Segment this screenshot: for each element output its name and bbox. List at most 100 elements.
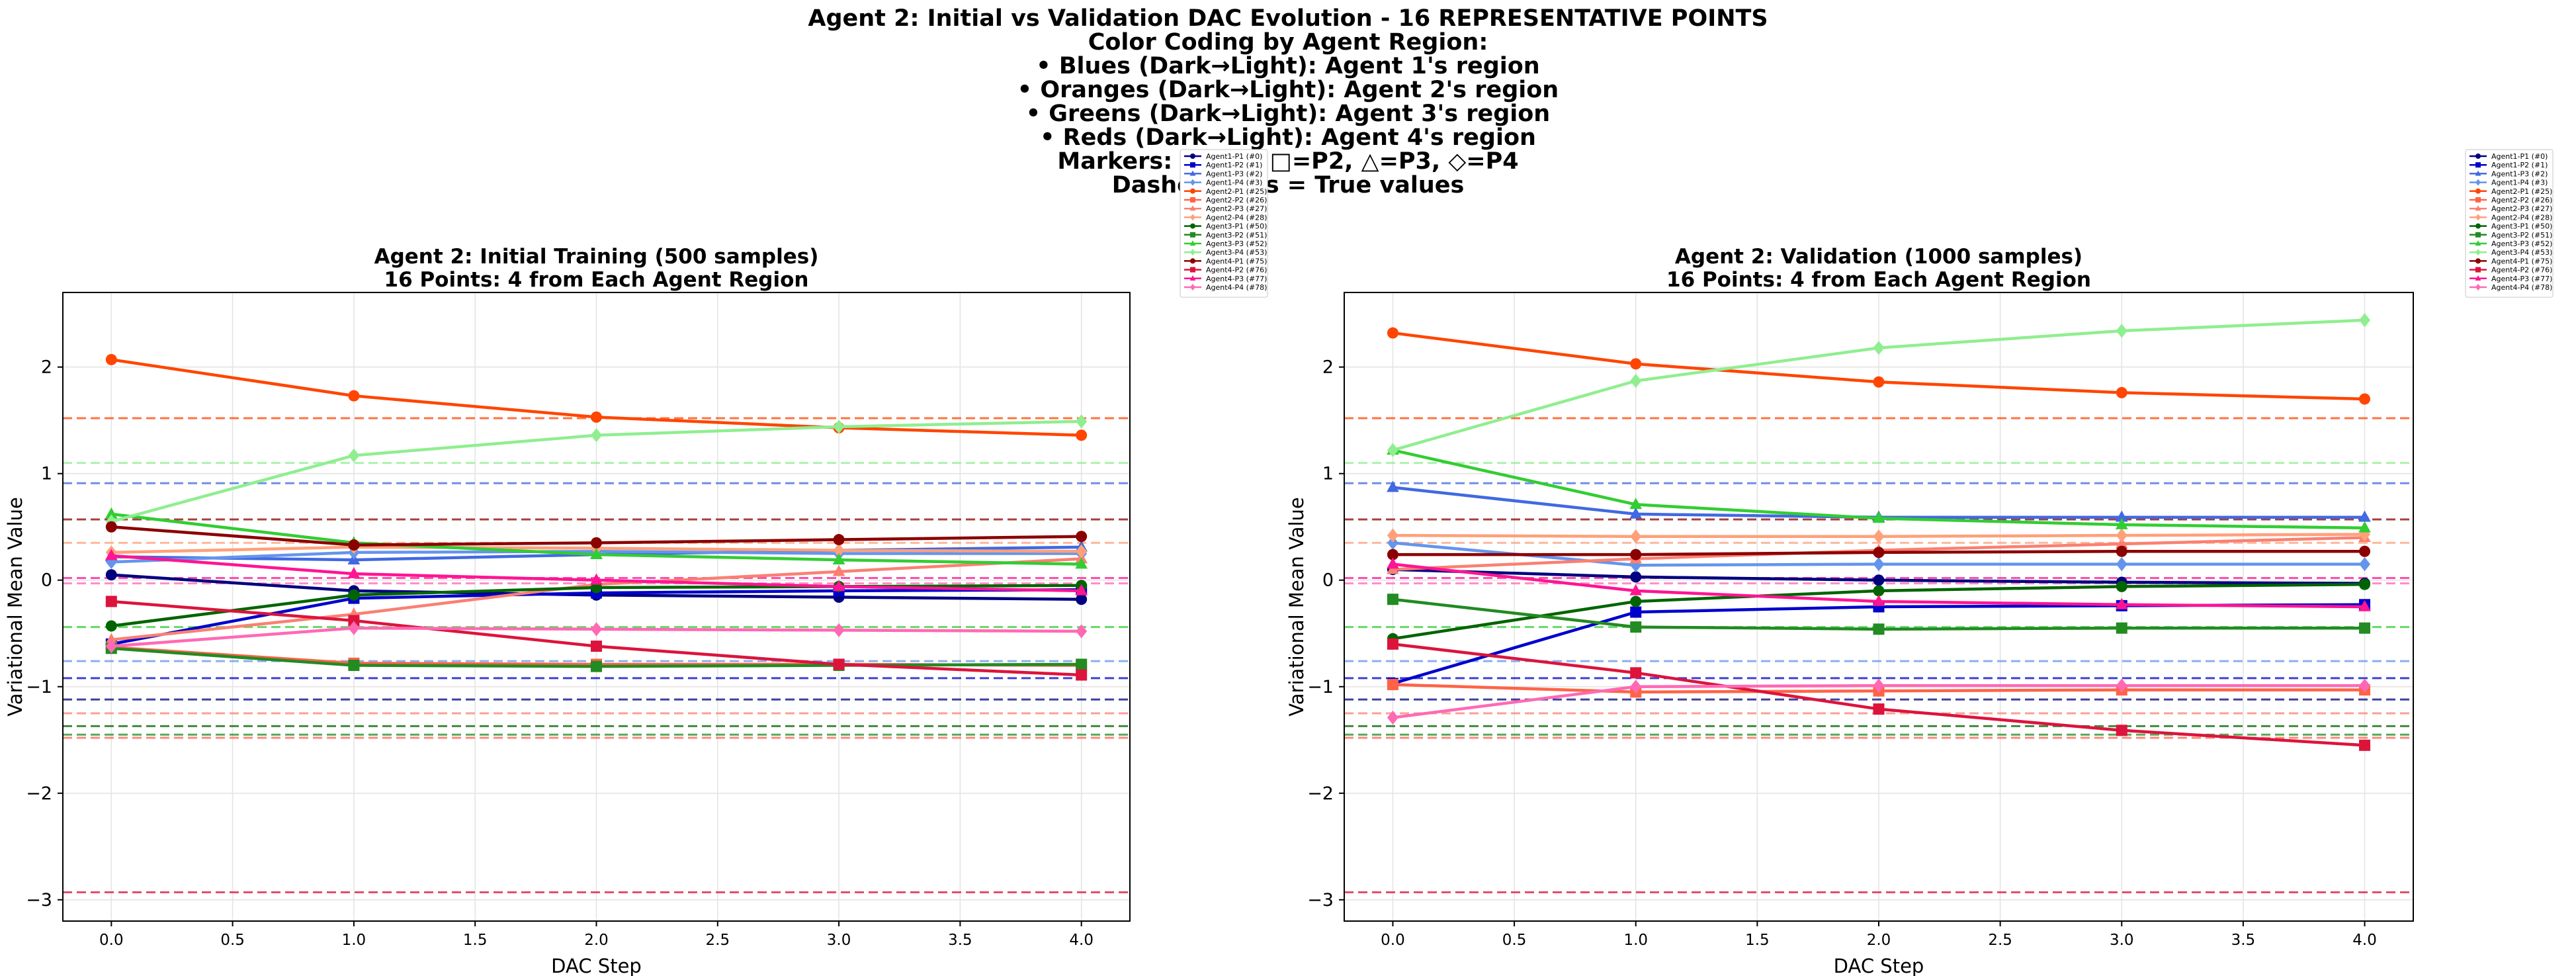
legend-item: Agent1-P2 (#1) (1184, 161, 1262, 169)
legend-label: Agent3-P4 (#53) (2491, 248, 2552, 257)
legend-label: Agent1-P1 (#0) (2491, 152, 2548, 161)
legend-item: Agent3-P2 (#51) (2469, 231, 2552, 240)
y-tick-label: −1 (26, 677, 52, 697)
series (105, 521, 1088, 551)
legend-item: Agent2-P4 (#28) (2469, 213, 2552, 222)
legend-item: Agent1-P4 (#3) (1184, 179, 1262, 187)
legend-marker (1190, 284, 1195, 290)
legend-marker (2475, 162, 2481, 168)
data-point (1630, 596, 1642, 607)
grid-lines (63, 292, 1130, 921)
legend-label: Agent2-P1 (#25) (2491, 187, 2552, 196)
series (1387, 557, 2371, 611)
suptitle-line: • Oranges (Dark→Light): Agent 2's region (1017, 77, 1559, 103)
legend-marker (2475, 179, 2481, 186)
legend-item: Agent3-P3 (#52) (2469, 240, 2552, 248)
series (105, 580, 1088, 632)
y-axis-label: Variational Mean Value (1285, 497, 1308, 717)
legend-item: Agent2-P3 (#27) (1184, 204, 1267, 213)
legend-item: Agent2-P1 (#25) (2469, 187, 2552, 196)
data-point (2116, 528, 2127, 543)
data-point (2358, 521, 2371, 533)
data-point (1075, 584, 1088, 596)
legend-label: Agent2-P3 (#27) (2491, 204, 2552, 213)
legend-label: Agent1-P2 (#1) (1206, 161, 1262, 169)
legend-label: Agent1-P4 (#3) (1206, 179, 1262, 187)
data-point (833, 658, 845, 670)
data-point (2115, 598, 2128, 609)
data-point (832, 564, 845, 576)
legend-marker (2475, 240, 2481, 246)
x-axis-label: DAC Step (551, 955, 642, 976)
data-point (1873, 703, 1885, 715)
legend-item: Agent1-P1 (#0) (1184, 152, 1262, 161)
legend-item: Agent3-P1 (#50) (1184, 222, 1267, 231)
data-point (1387, 327, 1398, 339)
data-point (2116, 556, 2127, 572)
data-point (1629, 498, 1643, 510)
suptitle-line: • Blues (Dark→Light): Agent 1's region (1036, 53, 1540, 79)
series (105, 596, 1088, 681)
data-point (1629, 584, 1643, 596)
y-tick-label: −3 (26, 890, 52, 910)
data-point (348, 390, 360, 402)
suptitle-line: • Reds (Dark→Light): Agent 4's region (1040, 124, 1536, 151)
data-point (2116, 324, 2127, 338)
legend-label: Agent4-P1 (#75) (1206, 257, 1267, 265)
data-point (2359, 678, 2371, 693)
series (1387, 678, 2371, 725)
data-point (105, 639, 117, 654)
legend-marker (2475, 205, 2481, 211)
data-point (1873, 547, 1885, 558)
legend: Agent1-P1 (#0)Agent1-P2 (#1)Agent1-P3 (#… (1180, 149, 1268, 298)
data-point (1630, 374, 1642, 388)
data-point (833, 543, 845, 558)
legend-label: Agent4-P1 (#75) (2491, 257, 2552, 265)
legend-box (1180, 149, 1268, 298)
legend: Agent1-P1 (#0)Agent1-P2 (#1)Agent1-P3 (#… (2465, 149, 2554, 298)
legend-marker (2475, 258, 2481, 264)
legend-item: Agent1-P2 (#1) (2469, 161, 2548, 169)
data-point (1076, 624, 1088, 639)
x-tick-label: 1.5 (463, 932, 488, 949)
legend-marker (2475, 188, 2481, 194)
chart-title: 16 Points: 4 from Each Agent Region (384, 268, 809, 292)
data-point (1872, 511, 1885, 523)
data-point (1629, 507, 1643, 519)
data-point (348, 615, 360, 627)
data-point (348, 448, 360, 463)
series (1387, 578, 2371, 644)
data-point (590, 573, 603, 585)
y-tick-label: 1 (1322, 464, 1334, 484)
data-point (2359, 393, 2371, 405)
data-point (2359, 622, 2371, 634)
legend-item: Agent2-P2 (#26) (1184, 196, 1267, 204)
series (1387, 594, 2371, 635)
data-point (2115, 517, 2128, 529)
legend-label: Agent3-P2 (#51) (2491, 231, 2552, 240)
legend-item: Agent1-P4 (#3) (2469, 179, 2548, 187)
legend-item: Agent3-P2 (#51) (1184, 231, 1267, 240)
legend-item: Agent1-P3 (#2) (1184, 169, 1262, 178)
legend-item: Agent4-P4 (#78) (2469, 283, 2552, 292)
legend-item: Agent2-P4 (#28) (1184, 213, 1267, 222)
legend-label: Agent3-P1 (#50) (2491, 222, 2552, 231)
legend-item: Agent4-P2 (#76) (1184, 266, 1267, 275)
initial-training-chart: Agent 2: Initial Training (500 samples)1… (4, 149, 1268, 976)
data-point (2359, 313, 2371, 328)
y-tick-label: −3 (1307, 890, 1334, 910)
suptitle-line: • Greens (Dark→Light): Agent 3's region (1025, 101, 1551, 127)
data-point (1076, 531, 1088, 543)
legend-label: Agent2-P2 (#26) (2491, 196, 2552, 204)
data-point (833, 420, 845, 434)
legend-label: Agent1-P3 (#2) (1206, 169, 1262, 178)
x-tick-label: 0.0 (99, 932, 124, 949)
data-point (1076, 669, 1088, 681)
legend-marker (2475, 170, 2481, 176)
legend-marker (1190, 258, 1195, 264)
data-point (1076, 414, 1088, 429)
legend-item: Agent1-P1 (#0) (2469, 152, 2548, 161)
validation-chart: Agent 2: Validation (1000 samples)16 Poi… (1285, 149, 2554, 976)
legend-marker (2475, 197, 2481, 202)
